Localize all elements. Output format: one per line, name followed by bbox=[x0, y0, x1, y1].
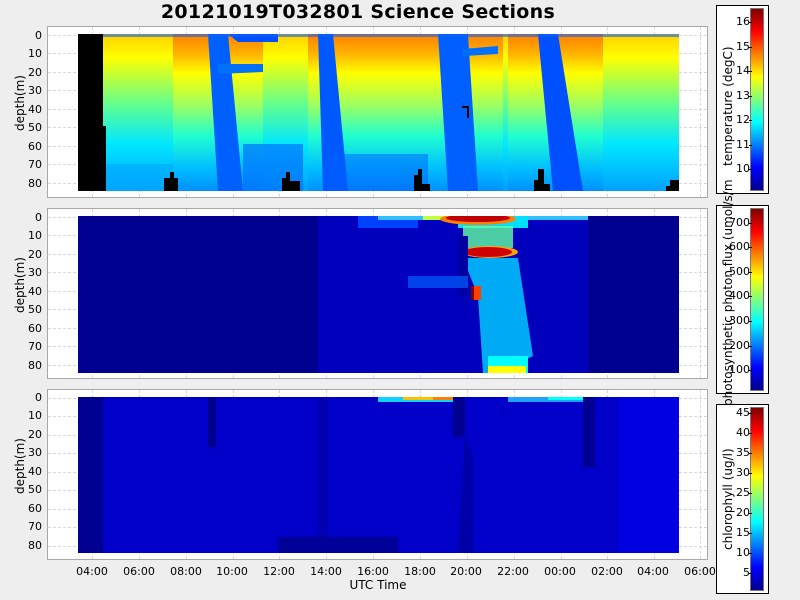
photon-flux-plot-panel bbox=[47, 208, 708, 379]
y-tick: 40 bbox=[28, 465, 42, 478]
y-tick: 50 bbox=[28, 303, 42, 316]
photon-flux-colorbar-label: photosynthetic photon flux (umol/s/m bbox=[721, 179, 735, 406]
temperature-colorbar-label: temperature (degC) bbox=[721, 46, 735, 166]
y-tick: 0 bbox=[35, 391, 42, 404]
y-tick: 70 bbox=[28, 340, 42, 353]
x-tick: 10:00 bbox=[216, 565, 248, 578]
y-tick: 70 bbox=[28, 158, 42, 171]
colorbar-gradient bbox=[750, 407, 764, 591]
x-tick: 12:00 bbox=[263, 565, 295, 578]
temperature-colorbar: 16 15 14 13 12 11 10 temperature (degC) bbox=[716, 5, 769, 194]
y-tick: 80 bbox=[28, 359, 42, 372]
x-tick: 22:00 bbox=[497, 565, 529, 578]
x-tick: 02:00 bbox=[591, 565, 623, 578]
x-tick: 00:00 bbox=[544, 565, 576, 578]
x-tick: 06:00 bbox=[684, 565, 716, 578]
x-tick: 06:00 bbox=[123, 565, 155, 578]
x-tick: 04:00 bbox=[76, 565, 108, 578]
x-tick: 20:00 bbox=[450, 565, 482, 578]
y-tick: 60 bbox=[28, 140, 42, 153]
y-tick: 80 bbox=[28, 177, 42, 190]
chlorophyll-heatmap bbox=[78, 397, 679, 553]
chlorophyll-plot-panel bbox=[47, 389, 708, 560]
y-tick: 60 bbox=[28, 502, 42, 515]
x-tick: 08:00 bbox=[170, 565, 202, 578]
y-tick: 10 bbox=[28, 409, 42, 422]
x-tick: 14:00 bbox=[310, 565, 342, 578]
y-tick: 20 bbox=[28, 66, 42, 79]
y-tick: 50 bbox=[28, 483, 42, 496]
y-tick: 30 bbox=[28, 266, 42, 279]
y-tick: 20 bbox=[28, 248, 42, 261]
x-axis-label: UTC Time bbox=[349, 578, 407, 592]
y-tick: 40 bbox=[28, 285, 42, 298]
x-tick: 18:00 bbox=[404, 565, 436, 578]
y-tick: 70 bbox=[28, 520, 42, 533]
y-tick: 80 bbox=[28, 539, 42, 552]
y-tick: 60 bbox=[28, 322, 42, 335]
temperature-heatmap bbox=[78, 34, 679, 191]
y-tick: 30 bbox=[28, 84, 42, 97]
colorbar-gradient bbox=[750, 8, 764, 191]
photon-flux-colorbar: 700 600 500 400 300 200 100 photosynthet… bbox=[716, 179, 769, 406]
photon-flux-heatmap bbox=[78, 216, 679, 373]
chart-title: 20121019T032801 Science Sections bbox=[160, 1, 556, 23]
y-tick: 30 bbox=[28, 446, 42, 459]
x-tick: 16:00 bbox=[357, 565, 389, 578]
chlorophyll-colorbar-label: chlorophyll (ug/l) bbox=[721, 448, 735, 550]
y-tick: 10 bbox=[28, 47, 42, 60]
y-tick: 50 bbox=[28, 121, 42, 134]
y-tick: 0 bbox=[35, 29, 42, 42]
colorbar-gradient bbox=[750, 208, 764, 391]
chlorophyll-colorbar: 45 40 35 30 25 20 15 10 5 chlorophyll (u… bbox=[716, 404, 769, 594]
y-tick: 10 bbox=[28, 229, 42, 242]
y-tick: 0 bbox=[35, 211, 42, 224]
y-tick: 20 bbox=[28, 428, 42, 441]
temperature-plot-panel bbox=[47, 26, 708, 198]
y-tick: 40 bbox=[28, 103, 42, 116]
x-tick: 04:00 bbox=[637, 565, 669, 578]
